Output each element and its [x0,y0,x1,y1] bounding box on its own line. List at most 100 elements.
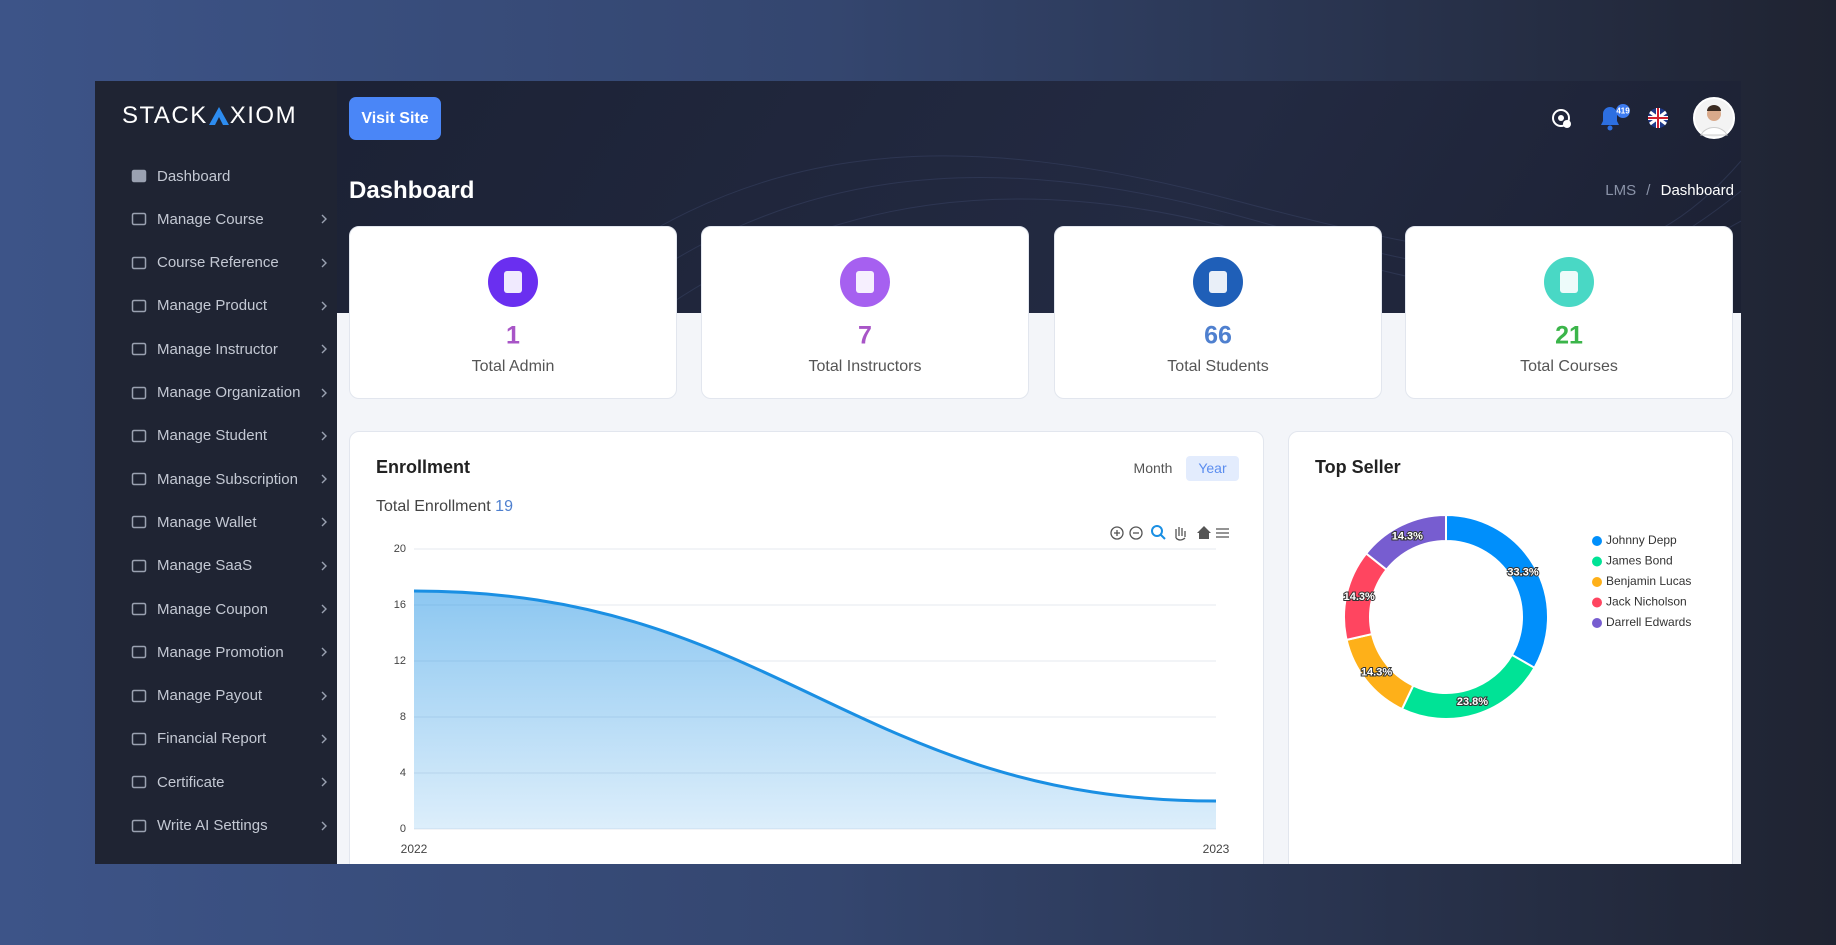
legend-label[interactable]: James Bond [1606,554,1673,568]
panel-title: Top Seller [1315,457,1401,477]
chevron-shape [321,214,327,224]
sidebar-item[interactable]: Certificate [95,767,337,797]
menu-icon [131,819,147,832]
sidebar-item[interactable]: Manage Promotion [95,637,337,667]
y-tick-label: 4 [400,767,406,779]
legend-label[interactable]: Johnny Depp [1606,533,1677,547]
sidebar-item[interactable]: Manage Wallet [95,507,337,537]
chevron [321,821,327,830]
sidebar-item[interactable]: Manage Coupon [95,594,337,624]
sidebar-item[interactable]: Dashboard [95,161,337,191]
reset-button[interactable] [1197,526,1211,539]
legend-marker[interactable] [1592,618,1602,628]
stat-label: Total Students [1167,358,1268,375]
menu-icon [131,213,147,226]
stat-label: Total Admin [472,358,555,375]
legend-marker[interactable] [1592,597,1602,608]
page-title: Dashboard [349,177,475,204]
slice-label: 23.8% [1457,696,1488,708]
language-flag[interactable] [1648,108,1668,128]
brand-right: XIOM [229,102,298,129]
chevron-shape [321,734,327,744]
chevron [321,474,327,484]
stat-graphic: 21 Total Courses [1520,257,1618,375]
total-value: 19 [495,498,513,515]
notification-icon[interactable] [1601,107,1619,131]
sidebar-item[interactable]: Manage SaaS [95,551,337,581]
chevron-shape [321,777,327,787]
chevron-shape [321,691,327,701]
sidebar-item[interactable]: Manage Payout [95,681,337,711]
menu-label: Manage Course [157,210,264,228]
menu-label: Manage SaaS [157,557,253,575]
stat-card: 21 Total Courses [1405,226,1733,399]
sidebar-item[interactable]: Manage Subscription [95,464,337,494]
sidebar-item[interactable]: Manage Organization [95,378,337,408]
enrollment-chart: Enrollment Total Enrollment 19 0 4 8 12 16 20… [376,457,1230,856]
sidebar-item[interactable]: Course Reference [95,248,337,278]
pan-button[interactable] [1175,527,1186,541]
menu-icon [131,775,147,789]
chart-toolbar [1110,525,1229,541]
brand-mark [208,107,229,125]
badge [1616,104,1630,118]
chevron-shape [321,604,327,614]
menu-icon-shape [131,256,147,269]
stat-icon-glyph [1209,271,1227,293]
breadcrumb-separator: / [1646,182,1651,199]
panel-title: Enrollment [376,457,470,477]
chevron [321,344,327,354]
legend-label[interactable]: Jack Nicholson [1606,595,1687,609]
menu-label: Manage Organization [157,384,301,401]
menu-icon [131,602,147,616]
avatar[interactable] [1693,97,1735,139]
stat-icon-glyph [1560,271,1578,293]
zoom-select-button[interactable] [1151,525,1166,540]
sidebar-item[interactable]: Manage Product [95,291,337,321]
visit-site-button[interactable]: Visit Site [349,97,441,140]
legend-marker[interactable] [1592,577,1602,587]
donut-slice[interactable] [1445,513,1549,670]
menu-icon [131,559,147,572]
menu-icon [131,299,147,313]
settings-icon[interactable] [1552,109,1571,128]
sidebar-item[interactable]: Manage Instructor [95,334,337,364]
sidebar-item[interactable]: Manage Course [95,204,337,234]
chevron [321,388,327,397]
legend-marker[interactable] [1592,536,1602,546]
chevron-shape [321,821,327,830]
stat-value: 21 [1555,322,1583,350]
zoom-out-button[interactable] [1129,526,1143,540]
y-tick-label: 16 [394,599,406,611]
breadcrumb-item[interactable]: LMS [1605,182,1637,199]
menu-icon-shape [131,299,147,313]
menu-label: Manage Promotion [157,643,284,661]
top-seller-chart: Top Seller 33.3% 23.8% 14.3% 14.3% 14.3% John… [1315,457,1691,720]
sidebar-item[interactable]: Manage Student [95,421,337,451]
menu-label: Manage Instructor [157,340,278,358]
legend-label[interactable]: Benjamin Lucas [1606,574,1691,588]
stat-label: Total Instructors [809,358,922,375]
legend-marker[interactable] [1592,556,1602,567]
y-tick-label: 20 [394,543,406,555]
toggle-button[interactable]: Year [1186,456,1239,481]
sidebar-item[interactable]: Write AI Settings [95,811,337,841]
legend-label[interactable]: Darrell Edwards [1606,615,1691,629]
menu-label: Manage Product [157,297,268,315]
logo[interactable]: STACK XIOM [122,101,297,131]
donut-slice[interactable] [1364,513,1447,572]
menu-label: Course Reference [157,254,279,272]
chevron [321,647,327,657]
toggle-button[interactable]: Month [1133,460,1173,476]
menu-icon-shape [131,732,147,746]
menu-button[interactable] [1216,528,1229,538]
chevron [321,517,327,527]
menu-icon [131,646,147,659]
menu-icon-shape [131,819,147,832]
donut-slice[interactable] [1400,653,1536,720]
app-window: STACK XIOM Dashboard Manage Course Course … [95,81,1741,864]
chevron [321,431,327,441]
zoom-in-button[interactable] [1110,526,1124,540]
sidebar-item[interactable]: Financial Report [95,724,337,754]
